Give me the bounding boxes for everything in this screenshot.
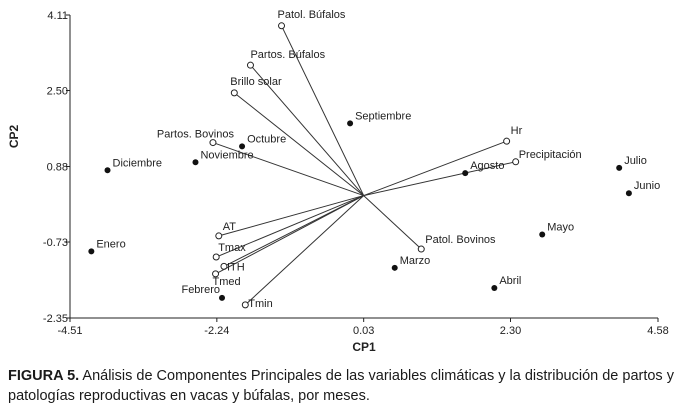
variable-label: Precipitación bbox=[519, 149, 582, 161]
variable-label: Tmed bbox=[213, 276, 241, 288]
month-point bbox=[616, 164, 623, 171]
axes: -4.51 -2.24 0.03 2.30 4.58 -2.35 -0.73 0.88 2.50… bbox=[7, 10, 669, 354]
month-label: Junio bbox=[634, 180, 660, 192]
variable-label: Tmin bbox=[248, 298, 272, 310]
month-point bbox=[192, 159, 199, 166]
month-point bbox=[347, 120, 354, 127]
month-point bbox=[539, 231, 546, 238]
month-label: Febrero bbox=[181, 284, 220, 296]
x-tick-label: -4.51 bbox=[57, 325, 82, 337]
month-point bbox=[391, 264, 398, 271]
variable-label: Partos. Bovinos bbox=[157, 129, 235, 141]
month-point bbox=[491, 284, 498, 291]
month-label: Abril bbox=[499, 275, 521, 287]
x-axis-label: CP1 bbox=[352, 340, 376, 354]
month-label: Septiembre bbox=[355, 110, 411, 122]
vector-line bbox=[212, 142, 364, 197]
month-point bbox=[219, 294, 226, 301]
month-point bbox=[625, 190, 632, 197]
x-tick-label: 4.58 bbox=[647, 325, 668, 337]
variable-label: AT bbox=[223, 221, 237, 233]
vector-line bbox=[215, 195, 364, 275]
y-tick-label: 4.11 bbox=[47, 10, 68, 22]
vector-line bbox=[281, 25, 365, 196]
variable-label: Brillo solar bbox=[230, 76, 282, 88]
month-point bbox=[239, 143, 246, 150]
figure-caption-text: Análisis de Componentes Principales de l… bbox=[8, 368, 674, 404]
x-tick-label: 0.03 bbox=[353, 325, 374, 337]
month-label: Enero bbox=[96, 238, 125, 250]
y-tick-label: 2.50 bbox=[47, 86, 68, 98]
month-label: Julio bbox=[624, 155, 647, 167]
x-tick-label: -2.24 bbox=[204, 325, 229, 337]
vector-endpoint bbox=[230, 89, 238, 97]
month-points: Diciembre Noviembre Octubre Septiembre Agost… bbox=[88, 110, 660, 301]
vector-line bbox=[244, 195, 365, 306]
vector-endpoint bbox=[246, 61, 254, 69]
variable-label: Hr bbox=[511, 125, 523, 137]
vector-line bbox=[233, 92, 364, 196]
month-label: Noviembre bbox=[200, 149, 253, 161]
vector-endpoint bbox=[209, 139, 217, 147]
y-tick-label: -2.35 bbox=[43, 313, 68, 325]
variable-label: Patol. Bovinos bbox=[425, 234, 496, 246]
variable-vectors: Patol. Búfalos Partos. Búfalos Brillo sola… bbox=[157, 9, 582, 310]
month-point bbox=[104, 167, 111, 174]
month-label: Diciembre bbox=[113, 157, 163, 169]
y-tick-label: 0.88 bbox=[47, 162, 68, 174]
vector-endpoint bbox=[512, 158, 520, 166]
month-label: Mayo bbox=[547, 222, 574, 234]
vector-line bbox=[250, 64, 365, 196]
vector-line bbox=[218, 195, 364, 237]
month-point bbox=[88, 248, 95, 255]
variable-label: Tmax bbox=[218, 242, 246, 254]
figure-label: FIGURA 5. bbox=[8, 368, 80, 384]
vector-endpoint bbox=[503, 137, 511, 145]
variable-label: Patol. Búfalos bbox=[278, 9, 346, 21]
vector-line bbox=[215, 195, 364, 258]
y-axis-label: CP2 bbox=[7, 125, 21, 149]
biplot-chart: -4.51 -2.24 0.03 2.30 4.58 -2.35 -0.73 0.88 2.50… bbox=[7, 9, 669, 354]
vector-endpoint bbox=[212, 270, 220, 278]
x-tick-label: 2.30 bbox=[500, 325, 521, 337]
vector-line bbox=[363, 161, 516, 197]
month-label: Marzo bbox=[400, 255, 431, 267]
month-point bbox=[462, 170, 469, 177]
variable-label: ITH bbox=[227, 261, 245, 273]
vector-line bbox=[363, 195, 422, 250]
vector-endpoint bbox=[212, 253, 220, 261]
vector-endpoint bbox=[417, 245, 425, 253]
y-tick-label: -0.73 bbox=[43, 237, 68, 249]
vector-endpoint bbox=[215, 232, 223, 240]
month-label: Octubre bbox=[247, 133, 286, 145]
vector-line bbox=[363, 140, 507, 197]
month-label: Agosto bbox=[470, 160, 504, 172]
vector-endpoint bbox=[278, 22, 286, 30]
figure-caption: FIGURA 5. Análisis de Componentes Princi… bbox=[8, 366, 680, 406]
vector-endpoint bbox=[241, 301, 249, 309]
variable-label: Partos. Búfalos bbox=[250, 49, 325, 61]
